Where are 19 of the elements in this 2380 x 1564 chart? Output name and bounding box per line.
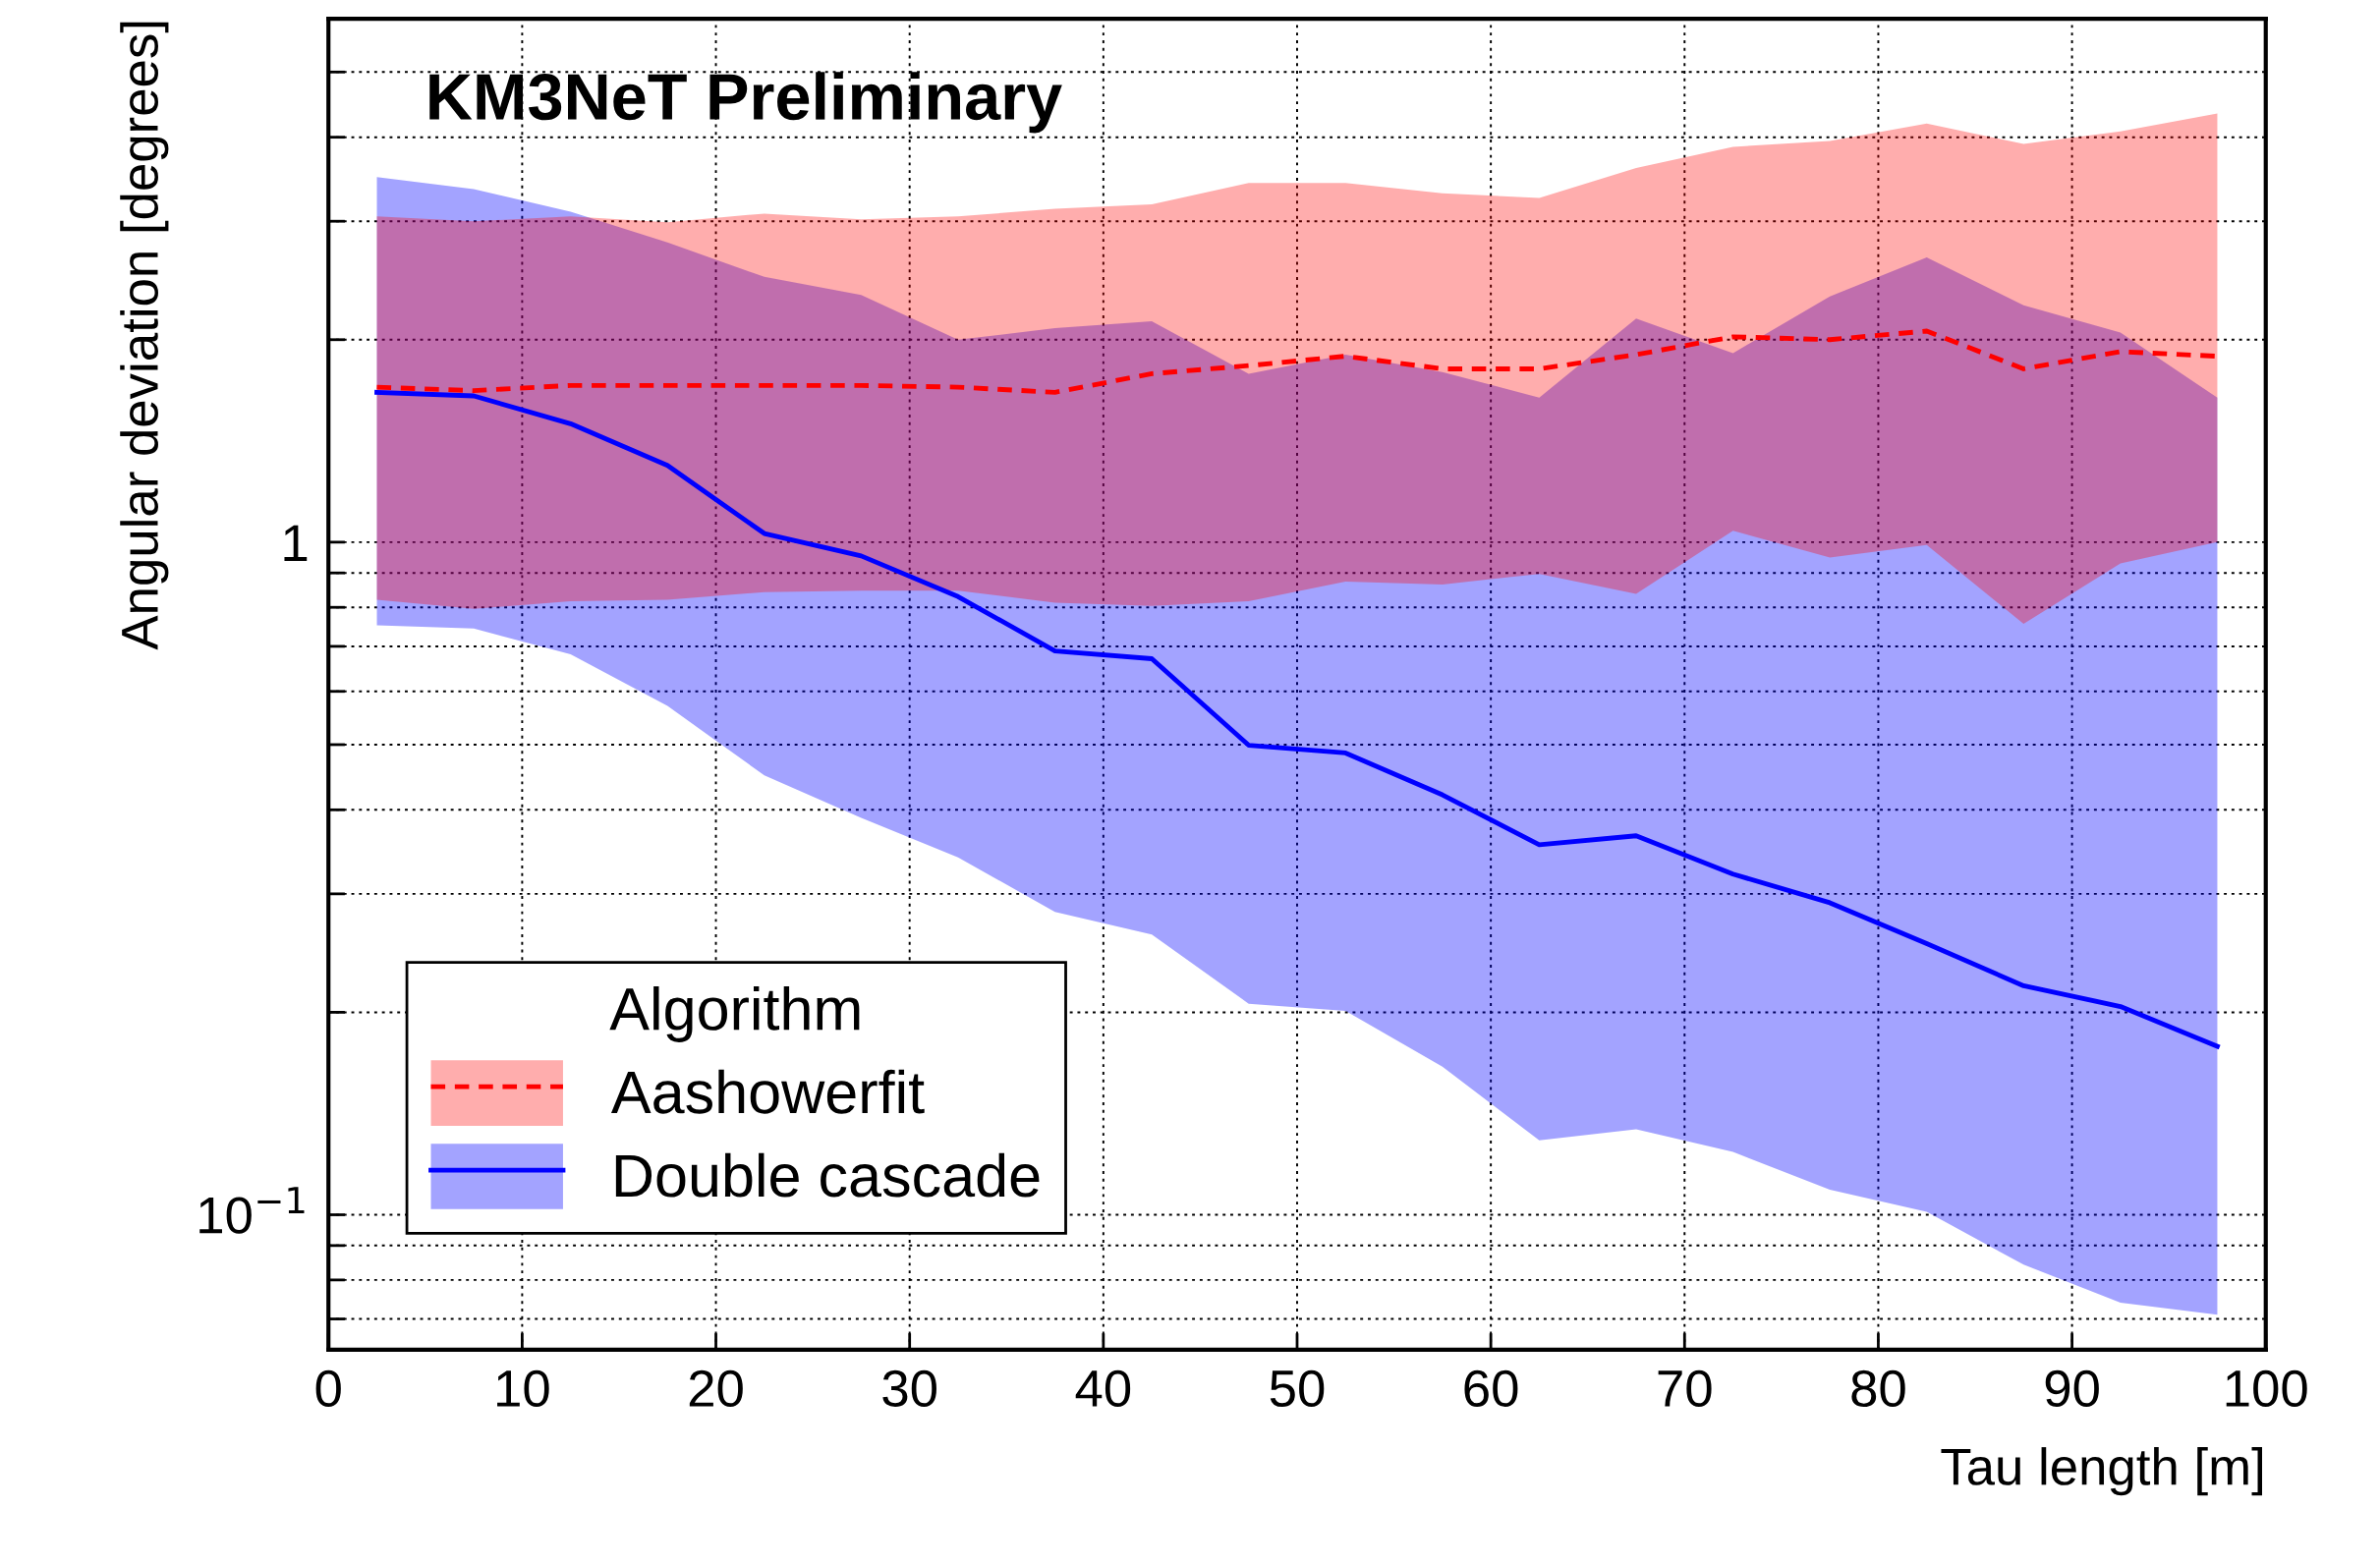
x-tick-label: 0 [315, 1369, 341, 1408]
x-tick-label: 60 [1464, 1369, 1518, 1408]
legend-title: Algorithm [609, 985, 860, 1042]
y-tick-label: 10$^{−1}$ [199, 1187, 305, 1234]
x-tick-label: 20 [689, 1369, 743, 1408]
x-tick-label: 80 [1851, 1369, 1905, 1408]
y-axis-title: Angular deviation [degrees] [120, 22, 169, 650]
x-tick-label: 50 [1270, 1369, 1325, 1408]
x-tick-label: 70 [1658, 1369, 1712, 1408]
x-axis-title: Tau length [m] [1941, 1447, 2263, 1496]
x-tick-label: 30 [882, 1369, 936, 1408]
legend-label: Aashowerfit [610, 1069, 925, 1114]
legend-label: Double cascade [615, 1152, 1040, 1198]
x-tick-label: 100 [2226, 1369, 2307, 1408]
y-tick-label: 1 [284, 525, 308, 561]
x-tick-label: 10 [497, 1369, 549, 1408]
annotation: KM3NeT Preliminary [429, 72, 1062, 134]
x-tick-label: 90 [2045, 1369, 2099, 1408]
x-tick-label: 40 [1075, 1369, 1131, 1408]
